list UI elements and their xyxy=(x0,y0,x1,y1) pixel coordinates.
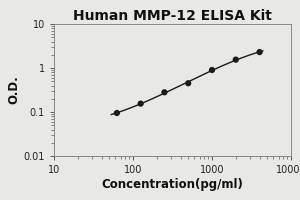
Point xyxy=(162,91,167,94)
Point xyxy=(233,58,238,61)
Y-axis label: O.D.: O.D. xyxy=(8,76,21,104)
Title: Human MMP-12 ELISA Kit: Human MMP-12 ELISA Kit xyxy=(73,9,272,23)
Point xyxy=(115,111,119,115)
Point xyxy=(186,82,190,85)
Point xyxy=(257,50,262,54)
Point xyxy=(210,68,214,72)
X-axis label: Concentration(pg/ml): Concentration(pg/ml) xyxy=(102,178,243,191)
Point xyxy=(138,102,143,105)
